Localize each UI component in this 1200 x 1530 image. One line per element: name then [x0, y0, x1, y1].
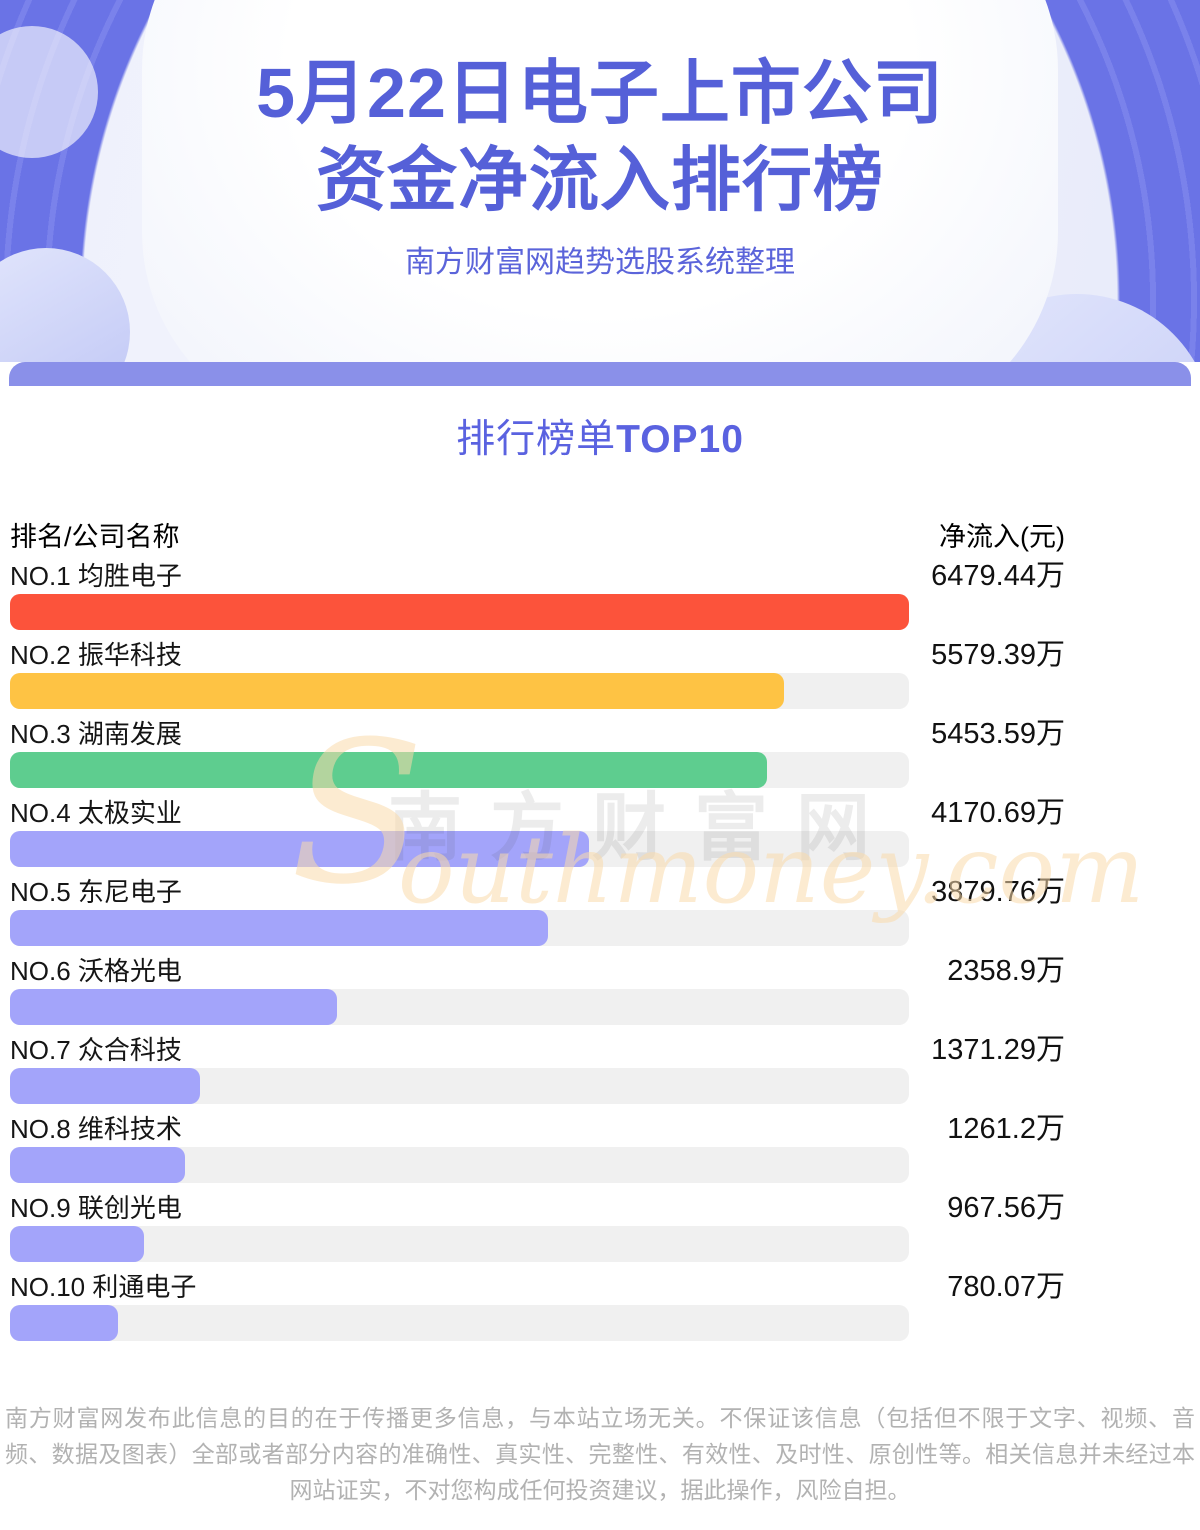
disclaimer-text: 南方财富网发布此信息的目的在于传播更多信息，与本站立场无关。不保证该信息（包括但…: [5, 1405, 1195, 1503]
hero-panel: [142, 0, 1058, 362]
col-header-company: 排名/公司名称: [10, 522, 180, 552]
ranking-row: NO.4 太极实业 4170.69万: [10, 797, 1065, 867]
section-title-top10: TOP10: [616, 418, 744, 461]
inflow-value: 1371.29万: [931, 1034, 1065, 1066]
bar-fill: [10, 752, 767, 788]
inflow-value: 5453.59万: [931, 718, 1065, 750]
ranking-row: NO.1 均胜电子 6479.44万: [10, 560, 1065, 630]
ranking-row: NO.7 众合科技 1371.29万: [10, 1034, 1065, 1104]
rank-company-label: NO.6 沃格光电: [10, 956, 182, 986]
bar-fill: [10, 1305, 119, 1341]
bar-fill: [10, 673, 785, 709]
bar-fill: [10, 831, 589, 867]
ranking-row-header: NO.6 沃格光电 2358.9万: [10, 955, 1065, 987]
page-title-line2: 资金净流入排行榜: [316, 141, 884, 219]
ranking-row-header: NO.1 均胜电子 6479.44万: [10, 560, 1065, 592]
bar-track: [10, 673, 909, 709]
inflow-value: 6479.44万: [931, 560, 1065, 592]
col-header-inflow: 净流入(元): [939, 522, 1065, 552]
rank-company-label: NO.4 太极实业: [10, 798, 182, 828]
disclaimer-footer: 南方财富网发布此信息的目的在于传播更多信息，与本站立场无关。不保证该信息（包括但…: [5, 1400, 1195, 1508]
bar-track: [10, 831, 909, 867]
ranking-row-header: NO.9 联创光电 967.56万: [10, 1192, 1065, 1224]
inflow-value: 1261.2万: [947, 1113, 1065, 1145]
bar-fill: [10, 910, 549, 946]
ranking-row: NO.8 维科技术 1261.2万: [10, 1113, 1065, 1183]
ranking-row-header: NO.10 利通电子 780.07万: [10, 1271, 1065, 1303]
bar-track: [10, 594, 909, 630]
rank-company-label: NO.1 均胜电子: [10, 561, 182, 591]
bar-track: [10, 1147, 909, 1183]
inflow-value: 780.07万: [947, 1271, 1065, 1303]
inflow-value: 3879.76万: [931, 876, 1065, 908]
column-headers: 排名/公司名称 净流入(元): [10, 521, 1065, 553]
ranking-row: NO.3 湖南发展 5453.59万: [10, 718, 1065, 788]
ranking-row-header: NO.7 众合科技 1371.29万: [10, 1034, 1065, 1066]
rank-company-label: NO.7 众合科技: [10, 1035, 182, 1065]
bar-track: [10, 989, 909, 1025]
bar-fill: [10, 594, 909, 630]
bar-fill: [10, 1068, 201, 1104]
ranking-row-header: NO.2 振华科技 5579.39万: [10, 639, 1065, 671]
bar-track: [10, 1226, 909, 1262]
bar-track: [10, 910, 909, 946]
ranking-row-header: NO.5 东尼电子 3879.76万: [10, 876, 1065, 908]
ranking-row: NO.6 沃格光电 2358.9万: [10, 955, 1065, 1025]
ranking-list: NO.1 均胜电子 6479.44万 NO.2 振华科技 5579.39万 NO…: [10, 560, 1065, 1341]
inflow-value: 4170.69万: [931, 797, 1065, 829]
ranking-row-header: NO.8 维科技术 1261.2万: [10, 1113, 1065, 1145]
ranking-row-header: NO.3 湖南发展 5453.59万: [10, 718, 1065, 750]
section-title-text: 排行榜单: [456, 418, 617, 461]
bar-fill: [10, 989, 338, 1025]
section-title: 排行榜单TOP10: [0, 386, 1200, 462]
inflow-value: 5579.39万: [931, 639, 1065, 671]
bar-fill: [10, 1226, 145, 1262]
rank-company-label: NO.3 湖南发展: [10, 719, 182, 749]
ranking-row: NO.9 联创光电 967.56万: [10, 1192, 1065, 1262]
hero-banner: 5月22日电子上市公司 资金净流入排行榜 南方财富网趋势选股系统整理: [0, 0, 1200, 362]
inflow-value: 2358.9万: [947, 955, 1065, 987]
rank-company-label: NO.2 振华科技: [10, 640, 182, 670]
ranking-row: NO.10 利通电子 780.07万: [10, 1271, 1065, 1341]
ranking-row: NO.5 东尼电子 3879.76万: [10, 876, 1065, 946]
bar-track: [10, 1305, 909, 1341]
divider-band: [9, 362, 1191, 386]
rank-company-label: NO.5 东尼电子: [10, 877, 182, 907]
rank-company-label: NO.8 维科技术: [10, 1114, 182, 1144]
rank-company-label: NO.10 利通电子: [10, 1272, 197, 1302]
page-subtitle: 南方财富网趋势选股系统整理: [405, 246, 795, 279]
bar-track: [10, 1068, 909, 1104]
rank-company-label: NO.9 联创光电: [10, 1193, 182, 1223]
page-title-line1: 5月22日电子上市公司: [256, 54, 944, 132]
ranking-row-header: NO.4 太极实业 4170.69万: [10, 797, 1065, 829]
bar-track: [10, 752, 909, 788]
inflow-value: 967.56万: [947, 1192, 1065, 1224]
ranking-row: NO.2 振华科技 5579.39万: [10, 639, 1065, 709]
ranking-section: 排行榜单TOP10 排名/公司名称 净流入(元) NO.1 均胜电子 6479.…: [0, 386, 1200, 1508]
bar-fill: [10, 1147, 185, 1183]
